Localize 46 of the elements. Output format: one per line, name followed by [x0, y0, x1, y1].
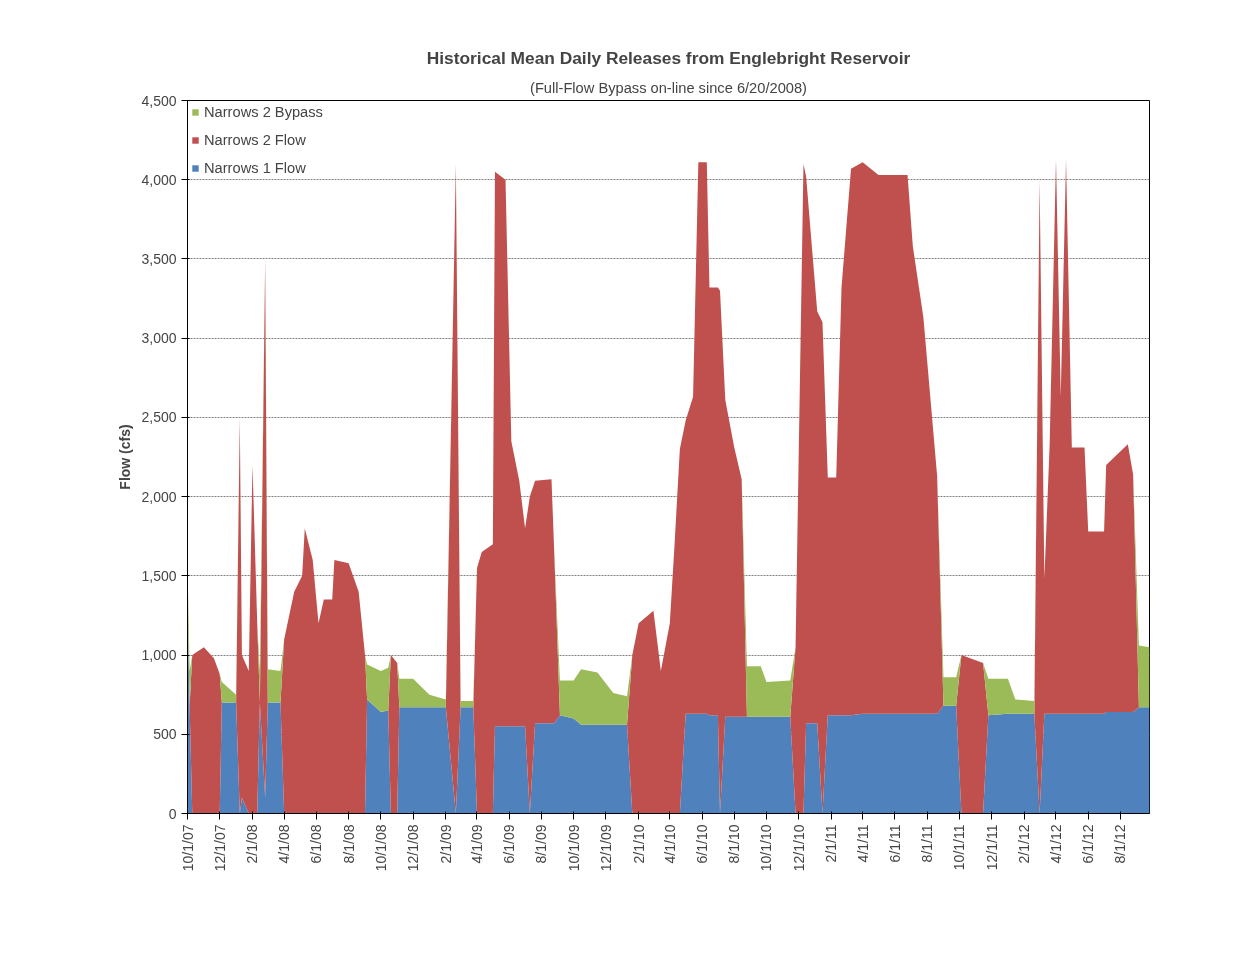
x-tick-label: 4/1/11	[854, 824, 871, 863]
x-tick-label: 2/1/10	[630, 824, 647, 864]
x-tick-label: 8/1/12	[1112, 824, 1129, 864]
x-tick-label: 4/1/12	[1047, 824, 1064, 864]
x-tick-label: 8/1/11	[919, 824, 936, 863]
x-tick-label: 2/1/11	[823, 824, 840, 863]
chart-subtitle: (Full-Flow Bypass on-line since 6/20/2008)	[530, 79, 807, 96]
x-tick-label: 10/1/08	[372, 824, 389, 872]
y-tick-label: 3,500	[141, 250, 177, 267]
x-tick-label: 10/1/11	[951, 824, 968, 871]
x-tick-label: 2/1/12	[1016, 824, 1033, 864]
x-tick-label: 10/1/10	[758, 824, 775, 872]
x-tick-label: 6/1/09	[501, 824, 518, 864]
y-tick-label: 1,500	[141, 567, 177, 584]
x-tick-label: 10/1/07	[179, 824, 196, 872]
x-tick-label: 12/1/08	[405, 824, 422, 872]
x-tick-label: 8/1/09	[533, 824, 550, 864]
y-tick-label: 2,500	[141, 409, 177, 426]
x-tick-label: 2/1/08	[244, 824, 261, 864]
y-tick-label: 3,000	[141, 330, 177, 347]
x-tick-label: 8/1/08	[340, 824, 357, 864]
y-tick-label: 1,000	[141, 647, 177, 664]
y-tick-label: 500	[153, 726, 177, 743]
x-tick-label: 12/1/11	[983, 824, 1000, 871]
x-tick-label: 12/1/07	[211, 824, 228, 872]
x-tick-label: 10/1/09	[565, 824, 582, 872]
x-tick-label: 4/1/08	[276, 824, 293, 864]
legend-label: Narrows 2 Bypass	[204, 104, 323, 120]
chart-title: Historical Mean Daily Releases from Englebright Reservoir	[426, 47, 911, 68]
y-tick-label: 4,500	[141, 92, 177, 109]
x-tick-label: 6/1/08	[308, 824, 325, 864]
x-tick-label: 2/1/09	[437, 824, 454, 864]
x-tick-label: 6/1/12	[1080, 824, 1097, 864]
legend-label: Narrows 1 Flow	[204, 160, 306, 176]
x-tick-label: 8/1/10	[726, 824, 743, 864]
x-tick-label: 6/1/11	[886, 824, 903, 863]
y-axis-title: Flow (cfs)	[117, 424, 134, 490]
x-tick-label: 12/1/10	[790, 824, 807, 872]
legend-label: Narrows 2 Flow	[204, 132, 306, 148]
y-tick-label: 2,000	[141, 488, 177, 505]
x-tick-label: 6/1/10	[694, 824, 711, 864]
y-tick-label: 0	[168, 805, 177, 822]
y-tick-label: 4,000	[141, 171, 177, 188]
x-tick-label: 4/1/09	[469, 824, 485, 864]
x-tick-label: 4/1/10	[661, 824, 678, 864]
x-tick-label: 12/1/09	[597, 824, 614, 872]
